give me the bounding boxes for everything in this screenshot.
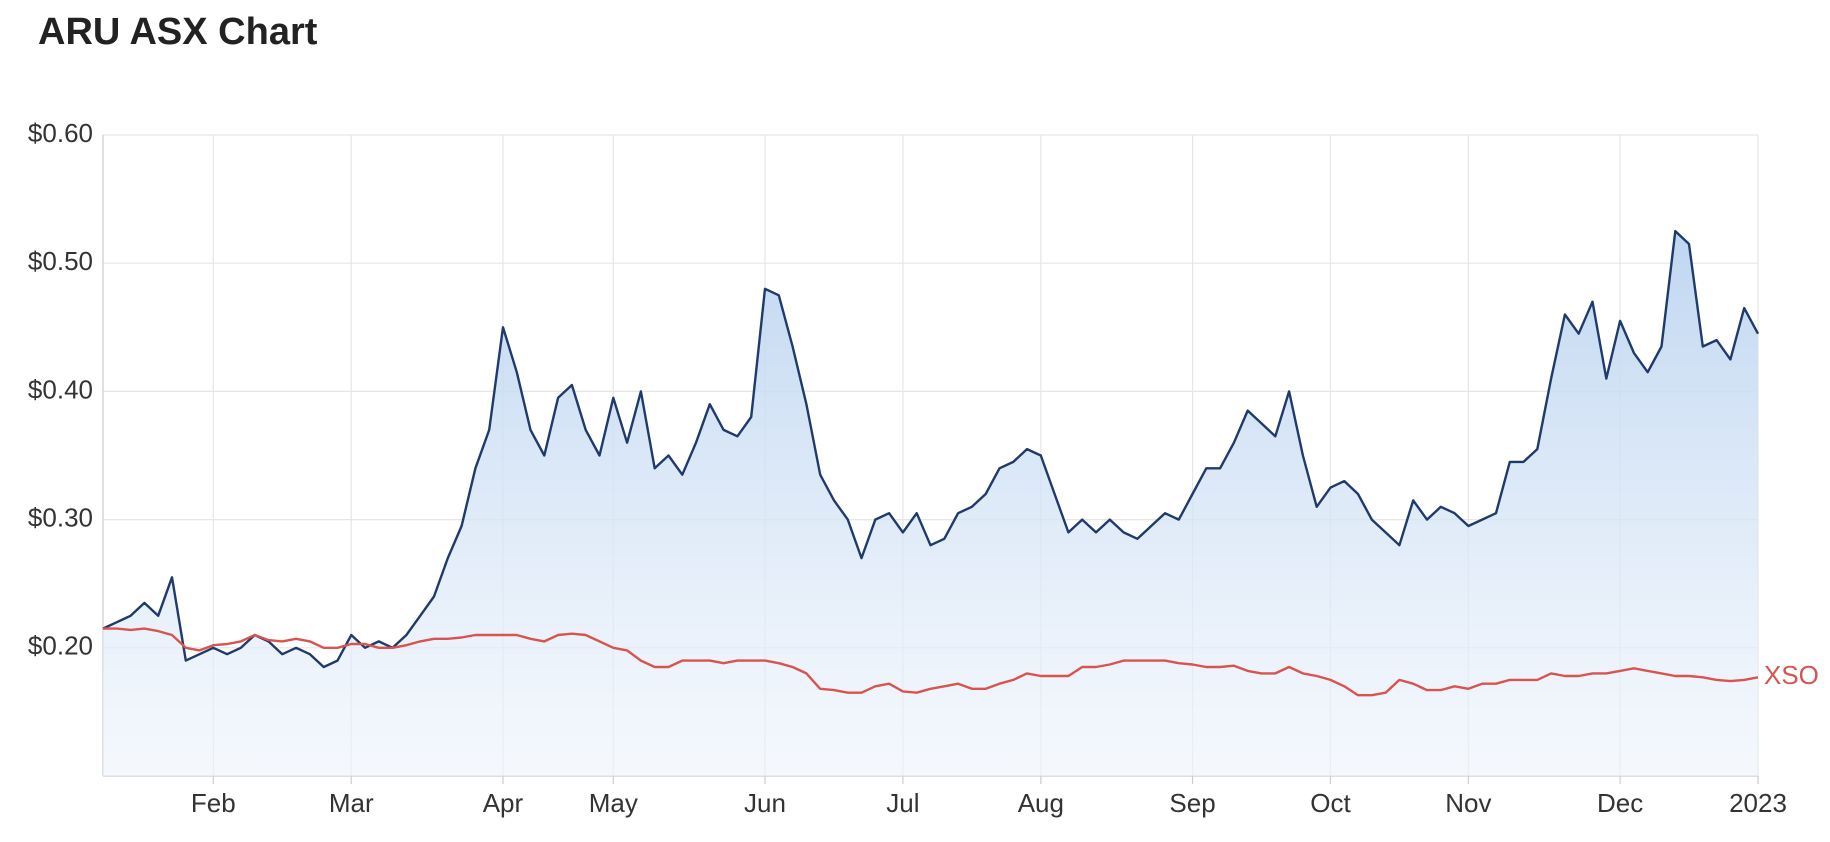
series-line bbox=[102, 229, 1760, 669]
y-tick-label: $0.40 bbox=[28, 374, 93, 404]
series-line bbox=[103, 627, 1759, 697]
x-tick-label: Sep bbox=[1169, 788, 1215, 818]
x-tick-label: Nov bbox=[1445, 788, 1491, 818]
x-tick-label: 2023 bbox=[1729, 788, 1787, 818]
x-tick-label: Feb bbox=[191, 788, 236, 818]
chart-title: ARU ASX Chart bbox=[38, 11, 318, 53]
y-tick-label: $0.30 bbox=[28, 502, 93, 532]
series-label: XSO bbox=[1764, 660, 1819, 690]
x-tick-label: Oct bbox=[1310, 788, 1351, 818]
x-tick-label: Apr bbox=[483, 788, 524, 818]
x-tick-label: Dec bbox=[1597, 788, 1643, 818]
x-tick-label: Jun bbox=[744, 788, 786, 818]
y-tick-label: $0.50 bbox=[28, 246, 93, 276]
y-tick-label: $0.20 bbox=[28, 631, 93, 661]
x-tick-label: Aug bbox=[1018, 788, 1064, 818]
x-tick-label: Jul bbox=[886, 788, 919, 818]
area-fill bbox=[103, 231, 1758, 777]
x-tick-label: Mar bbox=[329, 788, 374, 818]
x-tick-label: May bbox=[589, 788, 638, 818]
y-tick-label: $0.60 bbox=[28, 118, 93, 148]
